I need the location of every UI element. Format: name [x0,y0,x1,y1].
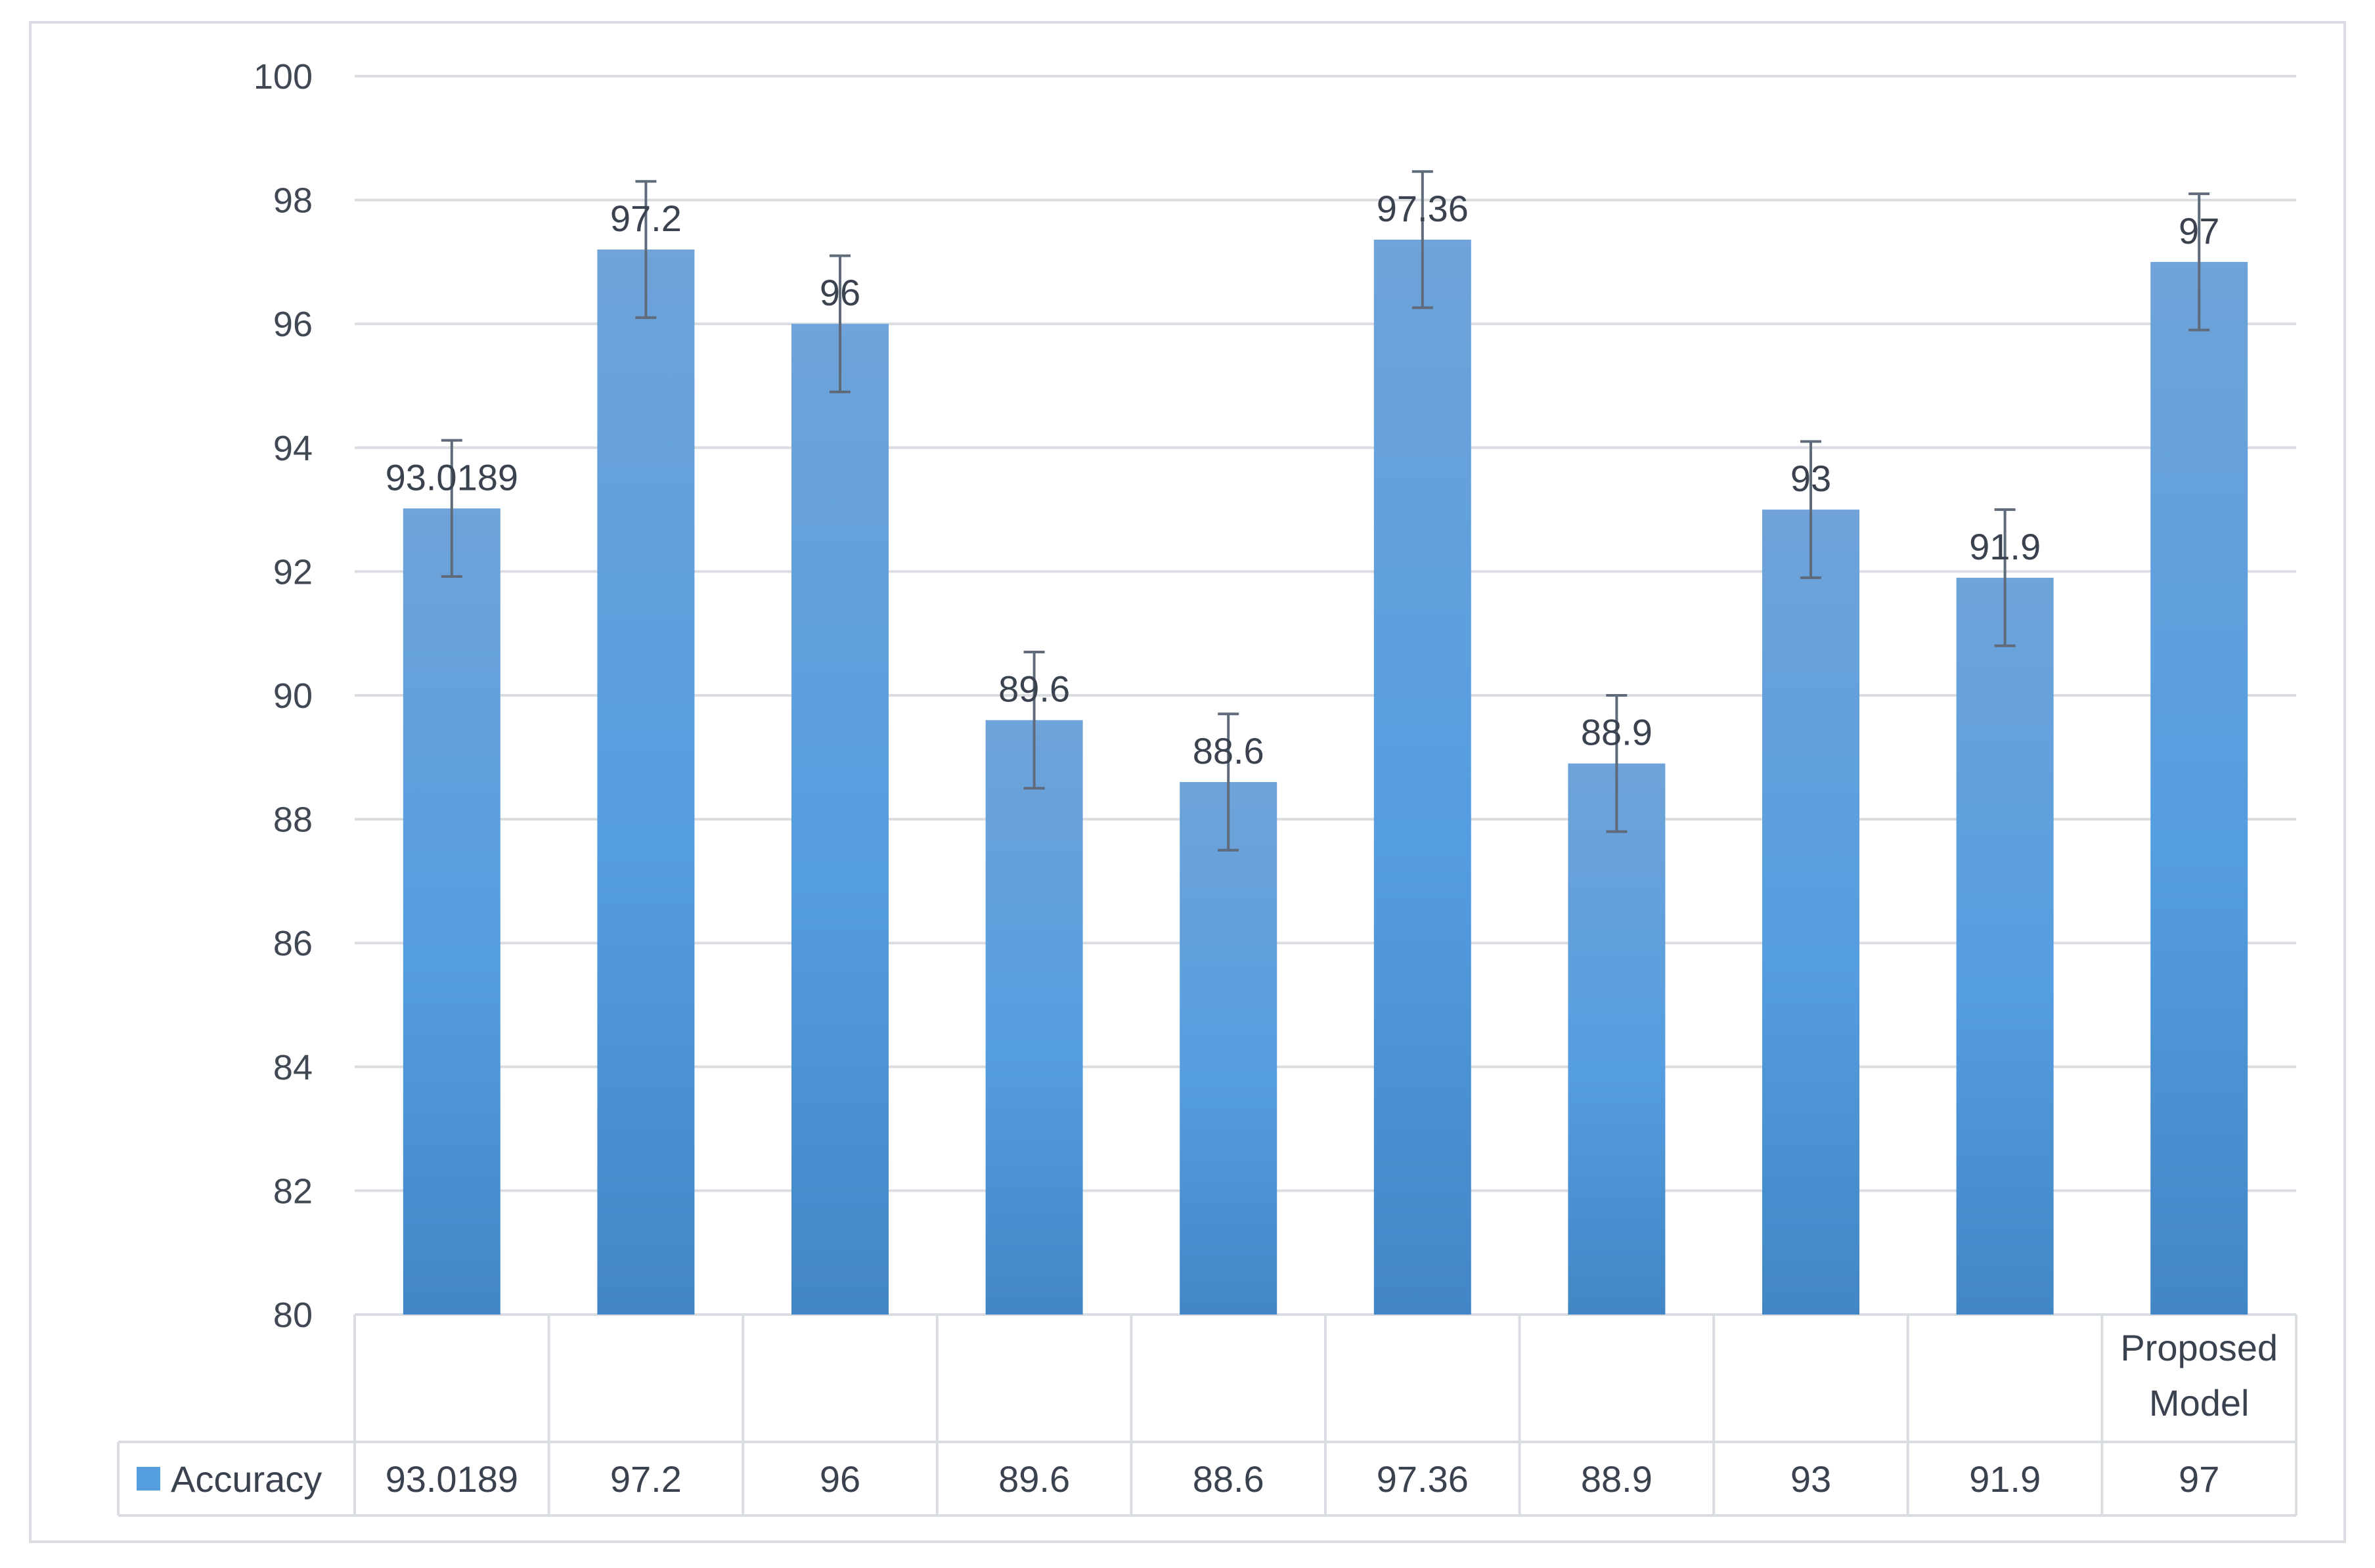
table-value: 97.2 [610,1458,682,1500]
data-label: 88.6 [1193,730,1264,772]
data-label: 97.2 [610,198,682,239]
data-label: 88.9 [1581,712,1653,753]
error-bar [441,439,462,578]
bar [1956,577,2054,1315]
bar [791,324,889,1315]
category-label: Proposed Model [2120,1327,2278,1424]
table-value: 97.36 [1377,1458,1469,1500]
error-bar [1800,440,1821,579]
error-bar [635,180,657,319]
bar [1568,763,1666,1315]
error-bar [1023,650,1045,790]
error-bar [1218,712,1239,852]
y-tick-label: 98 [273,181,313,221]
y-tick-label: 96 [273,305,313,344]
data-label: 97 [2179,210,2219,251]
bar [1762,510,1859,1315]
legend-swatch [137,1467,160,1491]
data-labels: 93.0189 97.2 96 89.6 88.6 97.36 88.9 93 91.9 97 [386,188,2220,772]
error-bar [1606,694,1628,833]
bar [403,508,500,1315]
table-value: 93.0189 [386,1458,518,1500]
error-bar [830,254,851,393]
y-tick-label: 80 [273,1296,313,1335]
table-value: 88.6 [1193,1458,1264,1500]
table-value: 91.9 [1969,1458,2041,1500]
bar [597,250,695,1315]
y-tick-label: 94 [273,429,313,468]
data-label: 89.6 [998,668,1070,710]
error-bar [2188,192,2210,332]
bar [985,720,1083,1315]
data-table: Proposed Model Accuracy 93.0189 97.2 96 89.6 88… [117,1315,2297,1517]
error-bar [1411,170,1433,309]
data-label: 96 [820,272,860,313]
y-tick-label: 88 [273,800,313,840]
table-value: 89.6 [998,1458,1070,1500]
y-tick-label: 82 [273,1171,313,1211]
y-axis-ticks: 80 82 84 86 88 90 92 94 96 98 100 [254,57,313,1335]
error-bar [1994,508,2016,647]
legend-series-name: Accuracy [171,1458,322,1500]
bar [2150,261,2248,1315]
table-value: 93 [1790,1458,1831,1500]
data-label: 93 [1790,458,1831,499]
table-value: 97 [2179,1458,2219,1500]
data-label: 91.9 [1969,526,2041,567]
bars [403,239,2248,1315]
bar [1180,782,1277,1315]
y-tick-label: 84 [273,1048,313,1087]
y-tick-label: 86 [273,924,313,963]
data-label: 93.0189 [386,456,518,498]
table-value: 96 [820,1458,860,1500]
y-tick-label: 90 [273,676,313,716]
y-tick-label: 100 [254,57,313,97]
bar [1373,239,1471,1315]
table-value: 88.9 [1581,1458,1653,1500]
error-bars [441,170,2210,852]
data-label: 97.36 [1377,188,1469,229]
y-tick-label: 92 [273,552,313,592]
